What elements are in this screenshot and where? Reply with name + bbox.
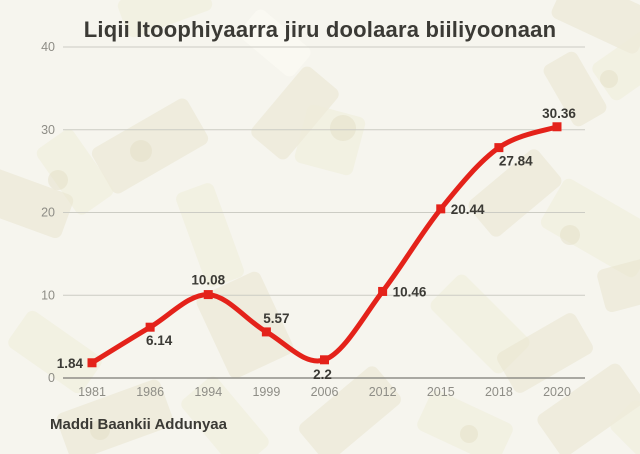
x-tick-label: 2018 — [485, 385, 513, 399]
y-tick-label: 40 — [41, 40, 55, 54]
x-tick-label: 2020 — [543, 385, 571, 399]
source-note: Maddi Baankii Addunyaa — [50, 416, 227, 433]
x-tick-label: 2012 — [369, 385, 397, 399]
x-tick-label: 1994 — [194, 385, 222, 399]
x-tick-label: 2015 — [427, 385, 455, 399]
data-point-marker — [378, 286, 388, 296]
data-point-marker — [494, 143, 504, 153]
data-point-label: 5.57 — [263, 311, 289, 326]
y-tick-label: 30 — [41, 123, 55, 137]
y-tick-label: 20 — [41, 206, 55, 220]
data-point-label: 6.14 — [146, 333, 173, 348]
data-point-label: 27.84 — [499, 154, 533, 169]
data-point-marker — [203, 290, 213, 300]
x-tick-label: 1999 — [252, 385, 280, 399]
data-point-label: 1.84 — [57, 356, 84, 371]
x-tick-label: 1986 — [136, 385, 164, 399]
data-point-marker — [261, 327, 271, 337]
data-point-marker — [145, 322, 155, 332]
x-tick-label: 2006 — [311, 385, 339, 399]
y-tick-label: 0 — [48, 371, 55, 385]
data-point-marker — [87, 358, 97, 368]
y-tick-label: 10 — [41, 288, 55, 302]
data-point-label: 30.36 — [542, 106, 576, 121]
data-point-label: 20.44 — [451, 202, 485, 217]
series-line — [89, 124, 560, 366]
data-point-label: 10.46 — [393, 284, 427, 299]
data-point-marker — [552, 122, 562, 132]
chart-title: Liqii Itoophiyaarra jiru doolaara biiliy… — [83, 17, 557, 42]
data-point-marker — [320, 355, 329, 365]
data-point-label: 2.2 — [313, 367, 332, 382]
data-point-label: 10.08 — [191, 273, 225, 288]
data-point-marker — [436, 204, 446, 214]
x-tick-label: 1981 — [78, 385, 106, 399]
